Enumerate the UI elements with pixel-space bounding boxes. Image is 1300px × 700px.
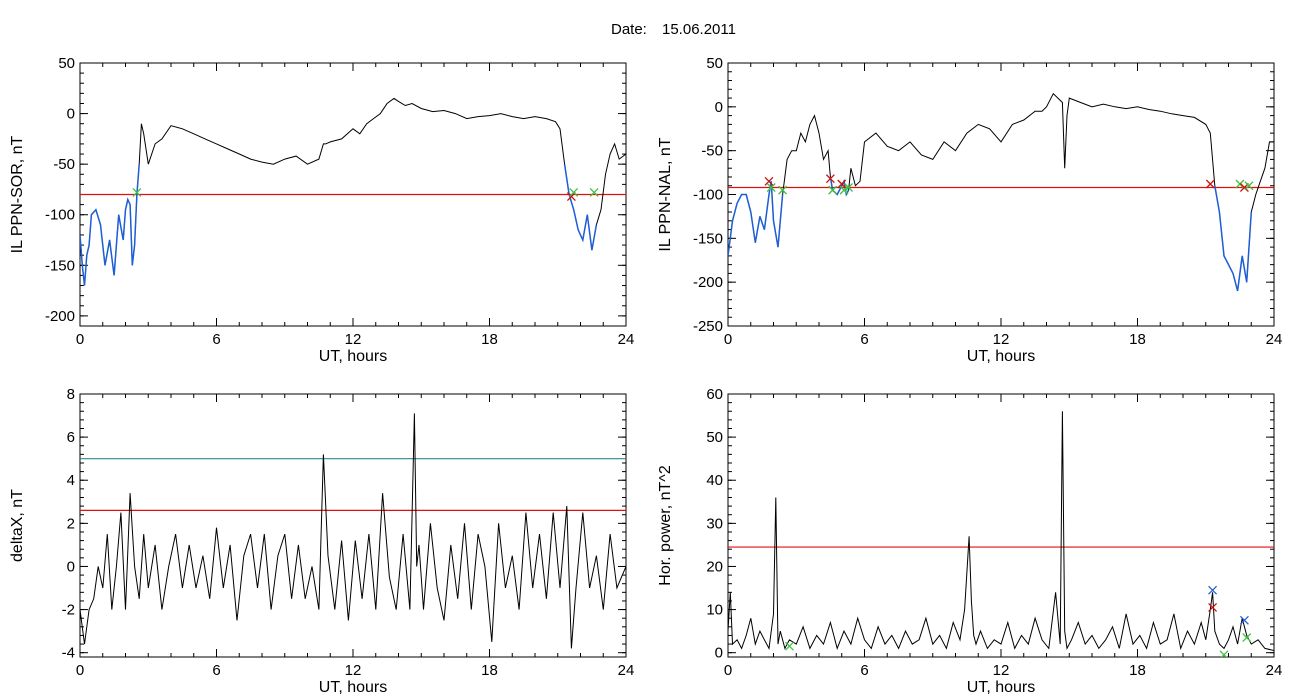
event-marker <box>1219 650 1229 657</box>
event-marker <box>778 185 788 195</box>
event-marker <box>839 185 849 195</box>
event-marker <box>766 183 776 192</box>
y-axis-label: Hor. power, nT^2 <box>657 465 674 586</box>
event-marker <box>825 174 835 184</box>
y-tick-label: 20 <box>706 558 723 575</box>
series-line <box>728 92 1274 292</box>
x-tick-label: 6 <box>860 662 868 679</box>
y-tick-label: 0 <box>67 106 75 123</box>
x-tick-label: 6 <box>860 331 868 348</box>
highlighted-interval <box>563 164 598 251</box>
highlighted-interval <box>80 164 140 286</box>
x-axis-label: UT, hours <box>319 348 387 365</box>
y-tick-label: -250 <box>693 318 723 335</box>
x-tick-label: 24 <box>618 331 635 348</box>
x-tick-label: 24 <box>618 662 635 679</box>
x-tick-label: 0 <box>724 662 732 679</box>
x-tick-label: 18 <box>481 662 498 679</box>
y-tick-label: 30 <box>706 515 723 532</box>
y-axis-label: IL PPN-NAL, nT <box>657 137 674 251</box>
event-marker <box>1239 615 1249 625</box>
x-tick-label: 24 <box>1266 662 1283 679</box>
series-line <box>80 413 626 649</box>
x-tick-label: 12 <box>993 331 1010 348</box>
y-tick-label: 50 <box>706 55 723 72</box>
event-marker <box>1235 179 1245 189</box>
event-marker <box>1239 183 1249 192</box>
plot-area <box>80 97 626 286</box>
y-tick-label: 60 <box>706 386 723 403</box>
x-axis-label: UT, hours <box>319 679 387 696</box>
x-tick-label: 0 <box>724 331 732 348</box>
y-tick-label: -50 <box>53 156 75 173</box>
date-label: Date: <box>611 21 647 38</box>
event-marker <box>828 185 838 195</box>
x-tick-label: 24 <box>1266 331 1283 348</box>
x-tick-label: 18 <box>1129 662 1146 679</box>
panel-ppn-sor: 0 6 12 18 24 50 0 -50 -100 -150 -200 UT, hours IL PP… <box>9 55 634 365</box>
y-tick-label: -150 <box>45 257 75 274</box>
x-axis-label: UT, hours <box>967 679 1035 696</box>
highlighted-interval <box>1214 185 1253 292</box>
x-tick-label: 12 <box>345 662 362 679</box>
plot-frame <box>727 393 1275 658</box>
y-tick-label: 0 <box>67 558 75 575</box>
y-tick-label: -50 <box>701 143 723 160</box>
x-tick-label: 12 <box>993 662 1010 679</box>
highlighted-interval <box>728 181 784 256</box>
event-marker <box>569 188 579 197</box>
series-line <box>728 411 1274 651</box>
x-tick-label: 6 <box>212 331 220 348</box>
y-tick-label: -4 <box>62 645 75 662</box>
x-tick-label: 18 <box>1129 331 1146 348</box>
y-tick-label: 2 <box>67 515 75 532</box>
plot-frame <box>79 393 627 658</box>
event-marker <box>1208 602 1218 612</box>
x-tick-label: 0 <box>76 331 84 348</box>
event-marker <box>1242 633 1252 643</box>
event-marker <box>784 641 794 651</box>
panel-ppn-nal: 0 6 12 18 24 50 0 -50 -100 -150 -200 -250 UT, hours I… <box>657 55 1282 365</box>
y-tick-label: 10 <box>706 602 723 619</box>
x-tick-label: 12 <box>345 331 362 348</box>
x-axis-label: UT, hours <box>967 348 1035 365</box>
x-tick-label: 0 <box>76 662 84 679</box>
event-marker <box>566 192 576 201</box>
panel-deltax: 0 6 12 18 24 8 6 4 2 0 -2 -4 UT, hours deltaX, nT <box>9 386 634 696</box>
event-marker <box>764 176 774 186</box>
date-value: 15.06.2011 <box>662 21 736 38</box>
event-marker <box>1244 181 1254 191</box>
y-axis-label: IL PPN-SOR, nT <box>9 135 26 253</box>
series-line <box>80 97 626 286</box>
y-tick-label: 50 <box>706 429 723 446</box>
y-tick-label: 40 <box>706 472 723 489</box>
event-marker <box>132 188 142 197</box>
y-tick-label: 0 <box>715 99 723 116</box>
y-axis-label: deltaX, nT <box>9 489 26 562</box>
event-marker <box>1208 585 1218 595</box>
y-tick-label: 50 <box>58 55 75 72</box>
x-tick-label: 6 <box>212 662 220 679</box>
plot-frame <box>727 62 1275 327</box>
plot-area <box>80 413 626 649</box>
y-tick-label: -100 <box>45 207 75 224</box>
y-tick-label: 6 <box>67 429 75 446</box>
event-marker <box>589 188 599 197</box>
plot-area <box>728 92 1274 292</box>
y-tick-label: -150 <box>693 230 723 247</box>
plot-area <box>728 411 1274 657</box>
y-tick-label: 4 <box>67 472 75 489</box>
y-tick-label: -100 <box>693 187 723 204</box>
x-tick-label: 18 <box>481 331 498 348</box>
panel-hor-power: 0 6 12 18 24 60 50 40 30 20 10 0 UT, hours Hor. power… <box>657 386 1282 696</box>
event-marker <box>844 183 854 192</box>
event-marker <box>1205 179 1215 189</box>
event-marker <box>837 179 847 189</box>
y-tick-label: 0 <box>715 645 723 662</box>
y-tick-label: -200 <box>45 308 75 325</box>
y-tick-label: -200 <box>693 274 723 291</box>
y-tick-label: -2 <box>62 602 75 619</box>
y-tick-label: 8 <box>67 386 75 403</box>
